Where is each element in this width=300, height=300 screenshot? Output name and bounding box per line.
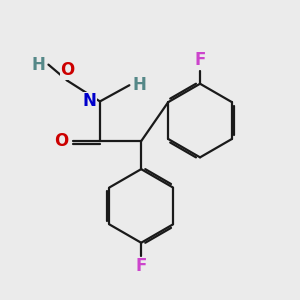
Text: H: H bbox=[132, 76, 146, 94]
Text: H: H bbox=[32, 56, 46, 74]
Text: F: F bbox=[194, 51, 206, 69]
Text: O: O bbox=[54, 132, 68, 150]
Text: F: F bbox=[136, 257, 147, 275]
Text: O: O bbox=[60, 61, 75, 79]
Text: N: N bbox=[82, 92, 96, 110]
